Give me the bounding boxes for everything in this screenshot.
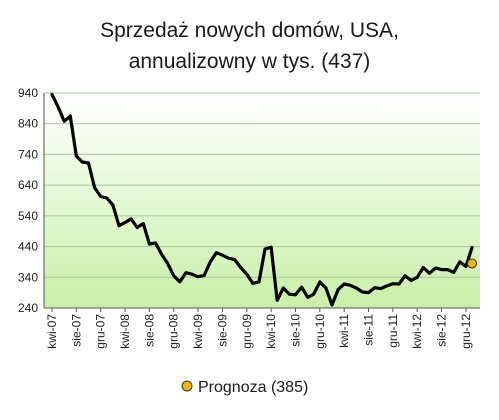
x-tick-label-sie-10: sie-10 <box>288 314 302 347</box>
grid-lines <box>43 92 480 309</box>
x-axis-ticks: kwi-07 sie-07 gru-07 kwi-08 sie-08 gru-08 kwi-… <box>45 308 473 349</box>
y-tick-label-840: 840 <box>18 117 38 131</box>
y-tick-label-940: 940 <box>18 86 38 100</box>
x-tick-label-kwi-07: kwi-07 <box>45 314 59 349</box>
x-tick-label-kwi-11: kwi-11 <box>337 314 351 348</box>
y-tick-label-340: 340 <box>18 270 38 284</box>
y-tick-label-240: 240 <box>18 301 38 315</box>
x-tick-label-sie-09: sie-09 <box>215 314 229 347</box>
y-tick-label-640: 640 <box>18 178 38 192</box>
y-tick-label-440: 440 <box>18 240 38 254</box>
x-tick-label-gru-12: gru-12 <box>459 314 473 349</box>
y-axis-ticks: 240 340 440 540 640 740 840 940 <box>18 86 38 315</box>
x-tick-label-kwi-09: kwi-09 <box>191 314 205 349</box>
series-layer <box>50 92 477 307</box>
x-tick-label-gru-10: gru-10 <box>313 314 327 349</box>
legend: Prognoza (385) <box>181 379 308 396</box>
forecast-point <box>467 258 477 269</box>
legend-marker-forecast <box>181 380 193 392</box>
x-tick-label-kwi-08: kwi-08 <box>118 314 132 349</box>
x-tick-label-gru-11: gru-11 <box>386 314 400 348</box>
x-tick-label-kwi-12: kwi-12 <box>410 314 424 349</box>
x-tick-label-gru-09: gru-09 <box>240 314 254 349</box>
x-tick-label-gru-07: gru-07 <box>94 314 108 349</box>
x-tick-label-sie-07: sie-07 <box>69 314 83 347</box>
series-line <box>50 92 474 307</box>
y-tick-label-540: 540 <box>18 209 38 223</box>
legend-label-forecast: Prognoza (385) <box>198 379 308 396</box>
x-tick-label-kwi-10: kwi-10 <box>264 314 278 349</box>
chart-title-line-2: annualizowny w tys. (437) <box>128 50 371 73</box>
chart-title-line-1: Sprzedaż nowych domów, USA, <box>100 19 399 42</box>
x-tick-label-sie-11: sie-11 <box>362 314 376 346</box>
x-tick-label-sie-08: sie-08 <box>142 314 156 347</box>
y-tick-label-740: 740 <box>18 147 38 161</box>
x-tick-label-gru-08: gru-08 <box>167 314 181 349</box>
x-tick-label-sie-12: sie-12 <box>435 314 449 347</box>
